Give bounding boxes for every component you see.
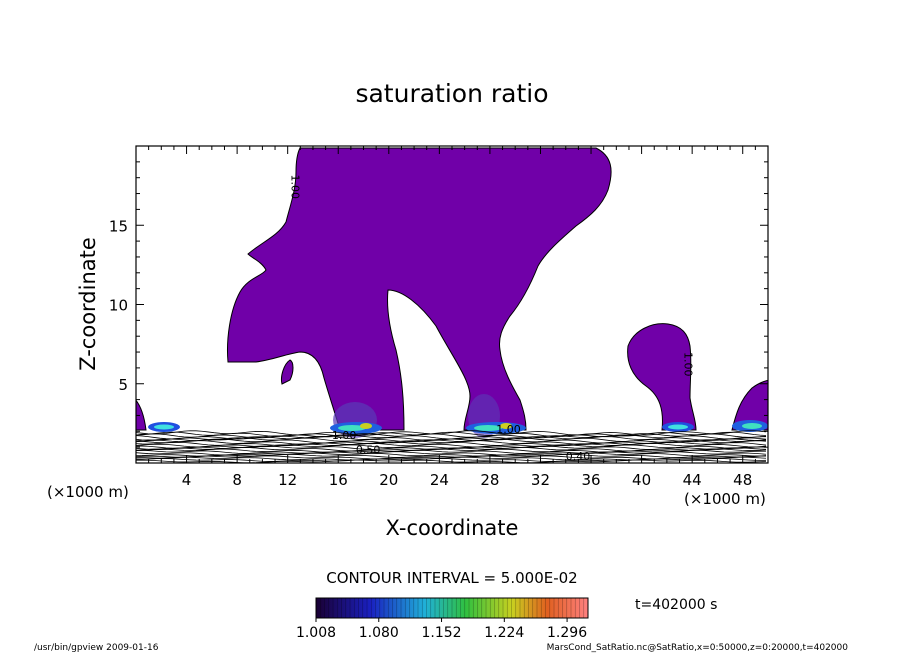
colorbar-stripes: [319, 598, 585, 618]
colorbar-ticks: 1.008 1.080 1.152 1.224 1.296: [296, 618, 587, 641]
contour-labels: 1.001.001.00 1.000.50 0.40: [288, 175, 694, 463]
surface-contour-line: [136, 453, 767, 458]
surface-contour-line: [136, 433, 767, 439]
surface-contour-line: [136, 458, 767, 462]
colorbar-tick-label: 1.296: [547, 625, 587, 641]
saturation-region-puff: [281, 359, 294, 385]
contour-label: 1.00: [332, 429, 357, 442]
surface-contour-line: [136, 441, 767, 447]
surface-contour-line: [136, 442, 767, 448]
x-axis: 4 8 12 16 20 24 28 32 36 40 44 48: [148, 146, 756, 489]
colorbar: [315, 597, 589, 619]
surface-contour-line: [136, 459, 767, 463]
x-tick-label: 20: [379, 471, 398, 489]
x-tick-label: 36: [581, 471, 600, 489]
x-tick-label: 40: [632, 471, 651, 489]
y-tick-label: 15: [109, 217, 128, 235]
x-tick-label: 48: [733, 471, 752, 489]
x-tick-label: 44: [683, 471, 702, 489]
x-axis-title: X-coordinate: [386, 516, 519, 540]
y-tick-label: 10: [109, 297, 128, 315]
contour-interval-label: CONTOUR INTERVAL = 5.000E-02: [326, 569, 577, 587]
plot-area: [136, 147, 768, 463]
x-tick-label: 32: [531, 471, 550, 489]
saturation-region-main: [227, 147, 612, 431]
colorbar-tick-label: 1.008: [296, 625, 336, 641]
footer-right: MarsCond_SatRatio.nc@SatRatio,x=0:50000,…: [547, 643, 849, 653]
x-tick-label: 16: [329, 471, 348, 489]
colorbar-tick-label: 1.152: [421, 625, 461, 641]
time-label: t=402000 s: [635, 597, 717, 613]
x-unit-label-left: (×1000 m): [47, 483, 129, 501]
y-tick-label: 5: [118, 376, 128, 394]
surface-contour-line: [136, 431, 767, 437]
chart-title: saturation ratio: [355, 79, 548, 108]
saturation-region-right-tower: [627, 323, 697, 431]
supersaturation-hotspots: [148, 394, 768, 438]
x-tick-label: 24: [430, 471, 449, 489]
contour-label: 1.00: [288, 175, 301, 200]
contour-label: 0.50: [356, 443, 381, 456]
surface-contour-line: [136, 456, 767, 461]
surface-contour-line: [136, 448, 767, 453]
x-tick-label: 4: [182, 471, 192, 489]
colorbar-tick-label: 1.224: [484, 625, 524, 641]
y-axis-title: Z-coordinate: [76, 237, 100, 371]
contour-label: 0.40: [566, 450, 591, 463]
x-unit-label-right: (×1000 m): [684, 490, 766, 508]
contour-label: 1.00: [496, 423, 521, 436]
y-axis: 5 10 15: [109, 161, 768, 448]
surface-contour-line: [136, 447, 767, 452]
surface-contour-line: [136, 452, 767, 457]
x-tick-label: 28: [480, 471, 499, 489]
surface-contour-lines: [136, 430, 767, 463]
saturation-region-right-edge: [731, 379, 768, 431]
footer-left: /usr/bin/gpview 2009-01-16: [34, 643, 159, 653]
x-tick-label: 12: [278, 471, 297, 489]
x-tick-label: 8: [232, 471, 242, 489]
colorbar-tick-label: 1.080: [359, 625, 399, 641]
surface-contour-line: [136, 437, 767, 443]
contour-label: 1.00: [682, 352, 695, 377]
